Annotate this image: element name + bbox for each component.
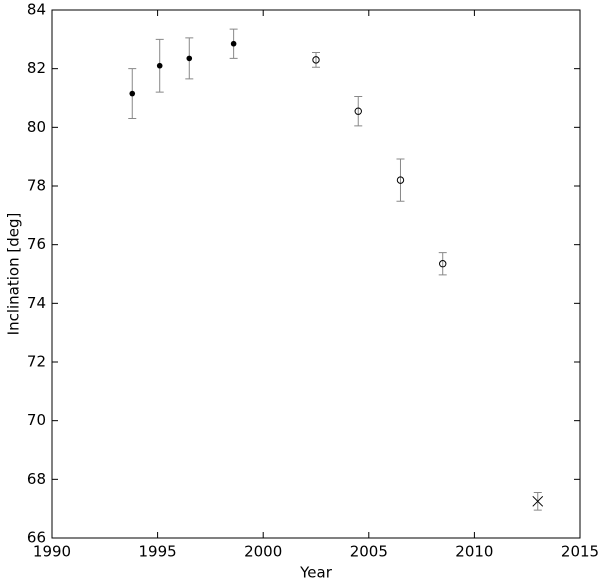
y-tick-label: 72 [27, 353, 46, 371]
x-tick-label: 2015 [561, 543, 599, 561]
y-tick-label: 76 [27, 235, 46, 253]
y-tick-label: 68 [27, 470, 46, 488]
y-axis-label: Inclination [deg] [5, 213, 23, 336]
error-bar [312, 52, 320, 68]
x-tick-label: 2005 [350, 543, 388, 561]
x-axis-label: Year [299, 564, 333, 581]
point [312, 56, 320, 64]
y-tick-label: 82 [27, 59, 46, 77]
y-tick-label: 84 [27, 1, 46, 19]
y-tick-label: 78 [27, 177, 46, 195]
error-bar [354, 96, 363, 127]
y-tick-label: 74 [27, 294, 46, 312]
x-tick-label: 2010 [455, 543, 493, 561]
point [129, 90, 136, 97]
y-tick-label: 66 [27, 529, 46, 547]
point [186, 55, 193, 62]
y-tick-label: 70 [27, 411, 46, 429]
x-tick-label: 1990 [33, 543, 71, 561]
plot-frame [51, 9, 581, 539]
x-tick-label: 1995 [139, 543, 177, 561]
x-tick-label: 2000 [244, 543, 282, 561]
point [230, 40, 237, 47]
error-bar [396, 158, 405, 202]
point [439, 260, 447, 268]
point [156, 62, 163, 69]
point [354, 107, 362, 115]
point [396, 176, 405, 184]
y-tick-label: 80 [27, 118, 46, 136]
error-bar [438, 252, 447, 276]
point [532, 495, 544, 507]
